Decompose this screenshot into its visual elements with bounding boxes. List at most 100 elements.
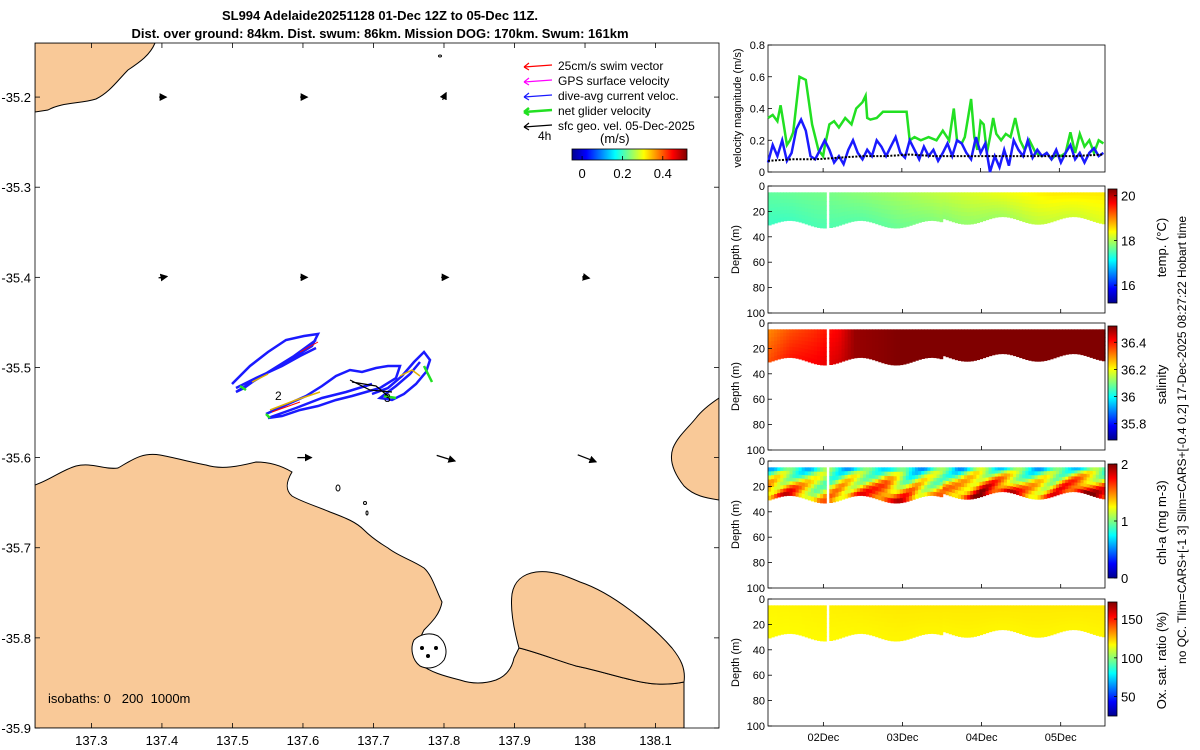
- section-cell: [847, 218, 852, 223]
- section-cell: [899, 333, 904, 339]
- section-cell: [1055, 612, 1060, 617]
- section-cell: [817, 471, 821, 477]
- section-cell: [850, 616, 855, 621]
- section-cell: [786, 612, 791, 617]
- section-cell: [795, 492, 800, 497]
- section-cell: [887, 467, 892, 473]
- section-cell: [994, 332, 999, 337]
- section-cell: [1016, 202, 1020, 207]
- section-cell: [1059, 332, 1063, 337]
- section-cell: [774, 493, 778, 499]
- section-cell: [1013, 486, 1017, 491]
- section-cell: [988, 329, 993, 334]
- section-cell: [862, 626, 867, 631]
- section-cell: [859, 353, 864, 358]
- section-cell: [911, 625, 916, 630]
- section-cell: [902, 209, 907, 215]
- section-cell: [967, 196, 971, 201]
- section-cell: [1013, 621, 1017, 626]
- section-cell: [918, 347, 922, 353]
- section-cell: [1006, 605, 1011, 610]
- section-cell: [982, 488, 987, 493]
- section-cell: [1086, 605, 1091, 610]
- section-cell: [792, 336, 797, 341]
- map-x-ticks: 137.3 137.4 137.5 137.6 137.7 137.8 137.9 138 13…: [75, 43, 672, 748]
- section-cell: [1040, 628, 1045, 634]
- section-cell: [1000, 347, 1005, 352]
- section-cell: [924, 623, 928, 628]
- section-cell: [1080, 211, 1085, 215]
- section-cell: [997, 207, 1002, 212]
- section-cell: [1010, 348, 1014, 353]
- section-cell: [820, 196, 824, 202]
- section-cell: [1101, 486, 1106, 492]
- section-cell: [942, 329, 947, 334]
- section-cell: [872, 355, 876, 361]
- section-cell: [1019, 353, 1023, 359]
- section-cell: [957, 609, 962, 614]
- section-cell: [804, 341, 809, 346]
- section-cell: [1010, 483, 1014, 487]
- section-cell: [1046, 196, 1051, 201]
- section-cell: [970, 494, 974, 500]
- section-cell: [872, 628, 876, 633]
- section-cell: [1019, 332, 1023, 337]
- section-cell: [994, 608, 999, 613]
- section-cell: [869, 478, 873, 483]
- section-cell: [1083, 211, 1088, 216]
- section-cell: [1068, 620, 1072, 625]
- section-cell: [893, 494, 898, 500]
- section-cell: [1065, 198, 1069, 203]
- section-cell: [832, 213, 836, 219]
- section-cell: [1006, 485, 1011, 490]
- section-cell: [997, 201, 1002, 206]
- section-cell: [786, 488, 791, 493]
- section-cell: [771, 632, 775, 638]
- section-cell: [771, 609, 775, 614]
- section-cell: [1074, 473, 1079, 478]
- section-cell: [771, 467, 775, 472]
- section-cell: [973, 632, 977, 637]
- section-cell: [780, 492, 784, 497]
- section-cell: [1046, 207, 1051, 212]
- section-cell: [964, 613, 968, 618]
- section-cell: [994, 605, 999, 610]
- section-cell: [1068, 482, 1072, 487]
- section-cell: [768, 609, 772, 615]
- section-cell: [853, 336, 858, 341]
- section-cell: [1000, 488, 1005, 493]
- section-cell: [982, 612, 987, 617]
- section-cell: [1049, 333, 1054, 338]
- section-cell: [1046, 482, 1051, 487]
- section-cell: [1025, 340, 1030, 345]
- section-cell: [1025, 620, 1030, 625]
- section-cell: [964, 337, 968, 342]
- section-cell: [973, 196, 977, 201]
- section-cell: [774, 628, 778, 633]
- section-cell: [1077, 620, 1082, 625]
- section-cell: [810, 467, 815, 473]
- section-cell: [1062, 614, 1066, 619]
- section-cell: [933, 353, 938, 359]
- section-cell: [902, 192, 907, 198]
- section-cell: [893, 347, 898, 353]
- section-cell: [783, 492, 787, 497]
- section-colorbar-tick-label: 36: [1121, 390, 1135, 405]
- section-cell: [884, 350, 889, 356]
- section-cell: [1028, 486, 1033, 492]
- section-cell: [881, 358, 886, 364]
- section-cell: [976, 348, 980, 353]
- section-cell: [1022, 623, 1026, 628]
- section-cell: [997, 204, 1002, 209]
- land-kangaroo-island: [35, 43, 156, 113]
- section-cell: [921, 329, 925, 334]
- section-cell: [921, 347, 925, 352]
- section-cell: [1071, 611, 1075, 615]
- section-cell: [1016, 491, 1020, 496]
- section-cell: [921, 485, 925, 490]
- section-cell: [979, 336, 984, 341]
- section-cell: [789, 608, 794, 613]
- section-cell: [780, 619, 784, 624]
- section-cell: [862, 477, 867, 483]
- section-cell: [1089, 336, 1094, 341]
